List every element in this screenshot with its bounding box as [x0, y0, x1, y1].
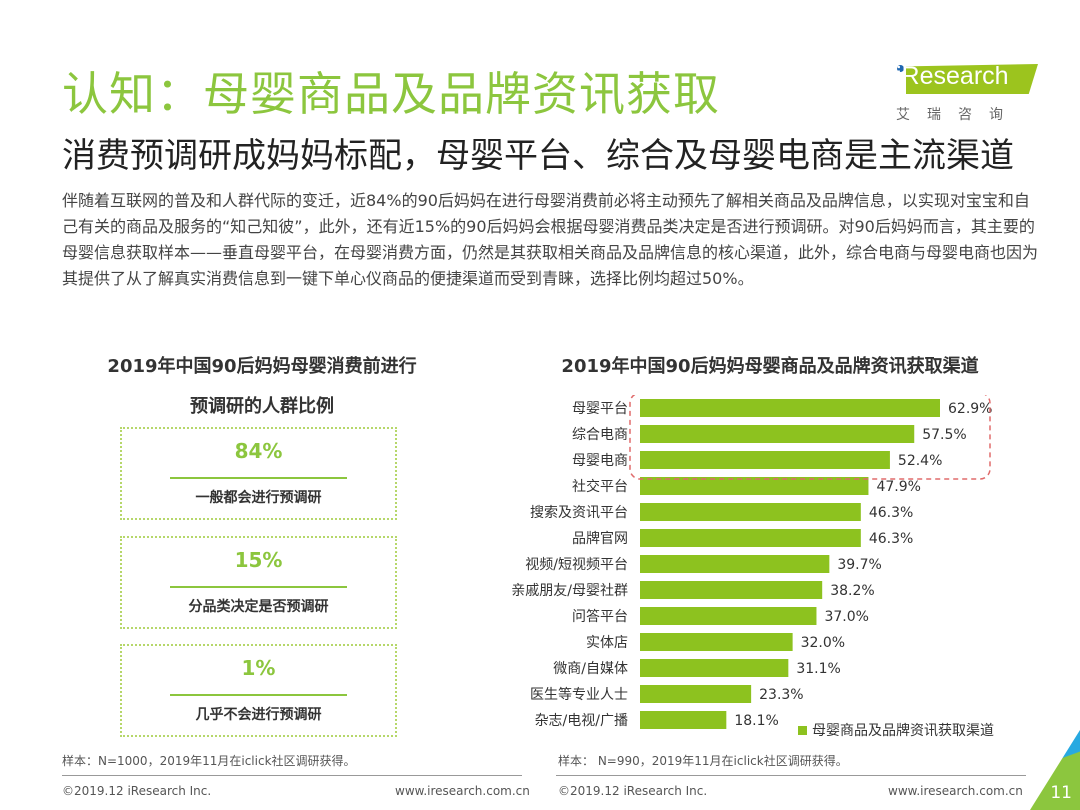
- bar: [640, 685, 752, 703]
- left-title-1: 2019年中国90后妈妈母婴消费前进行: [107, 356, 417, 377]
- category-label: 亲戚朋友/母婴社群: [511, 583, 628, 599]
- data-label: 31.1%: [796, 661, 840, 677]
- chart-title: 2019年中国90后妈妈母婴商品及品牌资讯获取渠道: [561, 356, 979, 377]
- bar: [640, 633, 793, 651]
- category-label: 品牌官网: [572, 530, 628, 547]
- stat-label: 分品类决定是否预调研: [188, 599, 329, 615]
- divider: [62, 775, 522, 776]
- category-label: 社交平台: [572, 478, 628, 495]
- category-label: 杂志/电视/广播: [535, 713, 628, 729]
- page-subtitle: 消费预调研成妈妈标配，母婴平台、综合及母婴电商是主流渠道: [62, 136, 1014, 176]
- bar: [640, 503, 861, 521]
- category-label: 医生等专业人士: [530, 686, 628, 703]
- bar: [640, 529, 861, 547]
- category-label: 视频/短视频平台: [525, 557, 628, 573]
- data-label: 62.9%: [948, 401, 992, 417]
- website: www.iresearch.com.cn: [395, 784, 530, 798]
- stat-value: 84%: [234, 439, 283, 463]
- stat-box: 1% 几乎不会进行预调研: [120, 644, 397, 737]
- category-label: 母婴平台: [572, 401, 628, 417]
- bar-chart: 母婴平台 62.9% 综合电商 57.5% 母婴电商 52.4% 社交平台 47.9% 搜索及资…: [511, 395, 994, 739]
- data-label: 46.3%: [869, 505, 913, 521]
- page-title: 认知：母婴商品及品牌资讯获取: [62, 67, 720, 121]
- category-label: 问答平台: [572, 608, 628, 625]
- stat-box: 15% 分品类决定是否预调研: [120, 536, 397, 629]
- legend-label: 母婴商品及品牌资讯获取渠道: [812, 722, 994, 739]
- stat-label: 一般都会进行预调研: [195, 490, 322, 506]
- data-label: 18.1%: [734, 713, 778, 729]
- stat-value: 15%: [234, 548, 283, 572]
- category-label: 微商/自媒体: [553, 661, 628, 677]
- page-number: 11: [1050, 783, 1072, 803]
- bar: [640, 711, 727, 729]
- stat-box: 84% 一般都会进行预调研: [120, 427, 397, 520]
- logo-text: iResearch: [896, 62, 1009, 90]
- bar: [640, 399, 940, 417]
- stat-label: 几乎不会进行预调研: [195, 707, 322, 723]
- legend-swatch: [798, 726, 807, 735]
- bar: [640, 581, 823, 599]
- right-sample-note: 样本： N=990，2019年11月在iclick社区调研获得。: [558, 754, 848, 768]
- data-label: 39.7%: [837, 557, 881, 573]
- bar: [640, 477, 869, 495]
- data-label: 52.4%: [898, 453, 942, 469]
- data-label: 37.0%: [824, 609, 868, 625]
- data-label: 46.3%: [869, 531, 913, 547]
- copyright: ©2019.12 iResearch Inc.: [62, 784, 212, 798]
- category-label: 综合电商: [572, 427, 628, 443]
- bar: [640, 425, 915, 443]
- category-label: 实体店: [586, 635, 628, 651]
- bar: [640, 555, 830, 573]
- highlight-box: [629, 395, 991, 480]
- data-label: 32.0%: [801, 635, 845, 651]
- data-label: 47.9%: [876, 479, 920, 495]
- logo-cn: 艾瑞咨询: [896, 107, 1020, 123]
- divider: [556, 775, 1026, 776]
- category-label: 母婴电商: [572, 453, 628, 469]
- category-label: 搜索及资讯平台: [530, 504, 628, 521]
- bar: [640, 451, 890, 469]
- left-sample-note: 样本：N=1000，2019年11月在iclick社区调研获得。: [62, 754, 356, 768]
- data-label: 23.3%: [759, 687, 803, 703]
- body-text: 伴随着互联网的普及和人群代际的变迁，近84%的90后妈妈在进行母婴消费前必将主动…: [62, 191, 1039, 288]
- bar: [640, 607, 817, 625]
- data-label: 57.5%: [922, 427, 966, 443]
- copyright: ©2019.12 iResearch Inc.: [558, 784, 708, 798]
- stat-value: 1%: [241, 656, 276, 680]
- data-label: 38.2%: [830, 583, 874, 599]
- website: www.iresearch.com.cn: [888, 784, 1023, 798]
- bar: [640, 659, 789, 677]
- left-title-2: 预调研的人群比例: [190, 396, 334, 417]
